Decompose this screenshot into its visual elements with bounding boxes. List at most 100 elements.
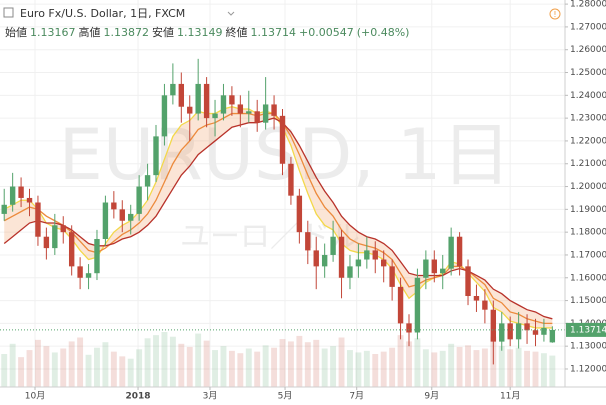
alert-icon[interactable] bbox=[549, 8, 561, 20]
candle-body bbox=[161, 95, 168, 137]
volume-bar bbox=[85, 354, 92, 387]
candle-body bbox=[195, 83, 201, 114]
ohlc-value: 1.13714 bbox=[251, 26, 297, 39]
plot bbox=[0, 58, 565, 387]
ohlc-header: 始値 1.13167 高値 1.13872 安値 1.13149 終値 1.13714 +0.0… bbox=[5, 25, 409, 39]
volume-bar bbox=[363, 350, 370, 387]
volume-bar bbox=[68, 341, 75, 387]
volume-bar bbox=[338, 337, 345, 387]
y-tick-label: 1.21000 bbox=[570, 159, 606, 169]
candle-body bbox=[313, 250, 319, 267]
volume-bar bbox=[127, 358, 134, 387]
volume-bar bbox=[355, 352, 362, 387]
candle-body bbox=[456, 236, 463, 267]
candle-body bbox=[431, 259, 437, 274]
candle-body bbox=[380, 259, 387, 267]
x-tick-label: 10月 bbox=[25, 391, 45, 402]
volume-bar bbox=[397, 335, 404, 387]
axes: 1.120001.130001.140001.150001.160001.170… bbox=[25, 0, 606, 402]
volume-bar bbox=[304, 342, 311, 387]
candle-body bbox=[288, 163, 294, 196]
y-tick-label: 1.22000 bbox=[570, 136, 606, 146]
volume-bar bbox=[330, 346, 337, 387]
volume-bar bbox=[372, 354, 379, 387]
candle-body bbox=[355, 259, 362, 267]
candle-body bbox=[296, 195, 303, 233]
ohlc-label: 終値 bbox=[226, 25, 248, 39]
y-tick-label: 1.19000 bbox=[570, 205, 606, 215]
candle-body bbox=[136, 186, 142, 214]
volume-bar bbox=[524, 350, 531, 387]
watermark-sub: ユーロ／ドル bbox=[180, 220, 360, 255]
candle-body bbox=[465, 266, 471, 297]
candle-body bbox=[515, 323, 522, 340]
volume-bar bbox=[439, 350, 446, 387]
y-tick-label: 1.23000 bbox=[570, 114, 606, 124]
y-tick-label: 1.27000 bbox=[570, 22, 606, 32]
y-tick-label: 1.18000 bbox=[570, 228, 606, 238]
candle-body bbox=[77, 266, 83, 278]
volume-bar bbox=[110, 351, 117, 387]
volume-bar bbox=[1, 354, 8, 387]
volume-bar bbox=[136, 349, 143, 387]
volume-bar bbox=[18, 357, 25, 387]
candle-body bbox=[338, 236, 345, 278]
candle-body bbox=[364, 250, 370, 260]
volume-bar bbox=[540, 353, 547, 387]
x-tick-label: 9月 bbox=[424, 391, 439, 402]
volume-bar bbox=[254, 351, 261, 387]
candle-body bbox=[35, 202, 41, 237]
change-pct: (+0.48%) bbox=[357, 26, 410, 39]
candle-body bbox=[482, 300, 488, 310]
candle-body bbox=[111, 202, 117, 210]
volume-bar bbox=[406, 341, 412, 387]
x-tick-label: 11月 bbox=[500, 391, 520, 402]
volume-bar bbox=[389, 347, 396, 387]
volume-bar bbox=[515, 347, 522, 387]
candle-body bbox=[321, 254, 328, 267]
candle-body bbox=[68, 232, 75, 267]
volume-bar bbox=[60, 348, 67, 387]
y-tick-label: 1.15000 bbox=[570, 296, 606, 306]
candle-body bbox=[43, 236, 50, 249]
candle-body bbox=[541, 327, 547, 335]
candle-body bbox=[397, 286, 404, 324]
symbol-title: Euro Fx/U.S. Dollar, 1日, FXCM bbox=[20, 7, 185, 20]
volume-bar bbox=[237, 353, 244, 387]
candle-body bbox=[1, 204, 7, 214]
x-tick-label: 2018 bbox=[126, 392, 151, 402]
volume-bar bbox=[456, 346, 463, 387]
volume-bar bbox=[321, 348, 328, 387]
candle-body bbox=[144, 175, 151, 187]
volume-bar bbox=[481, 348, 488, 387]
y-tick-label: 1.16000 bbox=[570, 273, 606, 283]
volume-bar bbox=[279, 339, 286, 387]
candle-body bbox=[102, 202, 109, 239]
y-tick-label: 1.28000 bbox=[570, 0, 606, 10]
candle-body bbox=[203, 83, 210, 119]
volume-bar bbox=[186, 346, 193, 387]
ohlc-value: 1.13149 bbox=[177, 26, 223, 39]
volume-bar bbox=[507, 349, 514, 387]
candle-body bbox=[389, 266, 395, 287]
volume-bar bbox=[178, 343, 185, 387]
dropdown-icon[interactable] bbox=[227, 11, 235, 16]
volume-bar bbox=[380, 351, 387, 387]
volume-bar bbox=[498, 346, 505, 387]
candle-body bbox=[178, 83, 185, 107]
candle-body bbox=[212, 113, 218, 119]
volume-bar bbox=[212, 350, 218, 387]
ohlc-label: 高値 bbox=[79, 25, 101, 39]
candle-body bbox=[490, 309, 497, 342]
volume-bar bbox=[228, 350, 235, 387]
candle-body bbox=[549, 329, 556, 343]
candle-body bbox=[448, 236, 454, 269]
volume-bar bbox=[169, 336, 176, 387]
candle-body bbox=[119, 209, 125, 221]
volume-bar bbox=[119, 356, 126, 387]
expand-icon[interactable] bbox=[3, 7, 14, 18]
candle-body bbox=[279, 115, 286, 164]
volume-bar bbox=[195, 333, 202, 387]
volume-bar bbox=[153, 335, 159, 387]
